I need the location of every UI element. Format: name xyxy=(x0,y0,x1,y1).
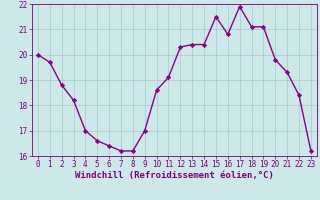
X-axis label: Windchill (Refroidissement éolien,°C): Windchill (Refroidissement éolien,°C) xyxy=(75,171,274,180)
